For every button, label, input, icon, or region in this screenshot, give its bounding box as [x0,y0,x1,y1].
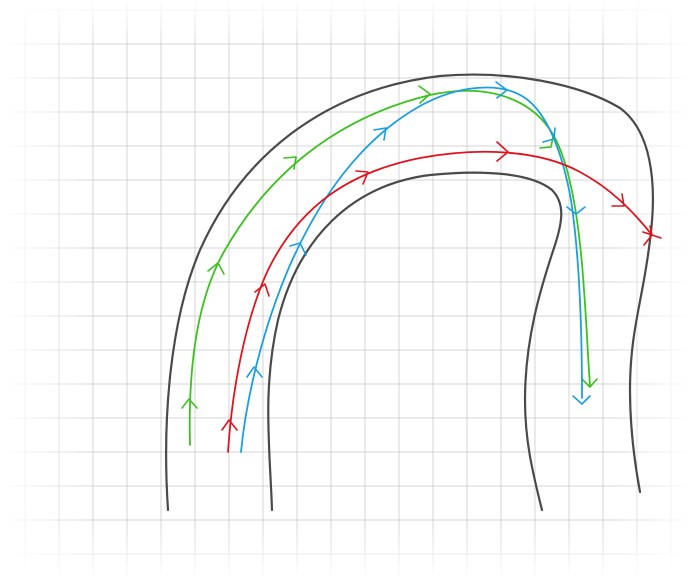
trajectory-red-line [227,150,653,453]
green-arrow-2 [207,262,225,275]
red-arrow-2 [254,283,270,297]
green-arrow-4 [418,85,431,104]
green-arrow-1 [181,398,198,409]
blue-arrow-6 [566,206,586,215]
green-arrow-6 [581,378,598,388]
trajectory-red-arrows [221,141,662,431]
blue-arrow-3 [373,127,387,141]
red-arrow-6 [642,225,662,246]
trajectory-blue [240,81,591,453]
road-outer-boundary [165,73,655,512]
green-arrow-5 [539,136,554,149]
red-arrow-3 [355,170,369,185]
trajectory-red [221,141,662,453]
blue-arrow-7 [572,395,591,405]
trajectory-blue-arrows [246,81,591,405]
blue-arrow-4 [495,81,508,99]
blue-arrow-5 [542,127,556,143]
red-arrow-5 [611,193,625,207]
trajectory-blue-line [240,86,583,453]
trajectory-green-arrows [181,85,598,409]
green-arrow-3 [283,156,297,170]
blue-arrow-1 [246,366,263,378]
road-boundaries [165,73,655,512]
road-inner-boundary [267,171,563,512]
red-arrow-1 [221,419,238,431]
blue-arrow-2 [289,242,307,256]
red-arrow-4 [496,141,509,162]
